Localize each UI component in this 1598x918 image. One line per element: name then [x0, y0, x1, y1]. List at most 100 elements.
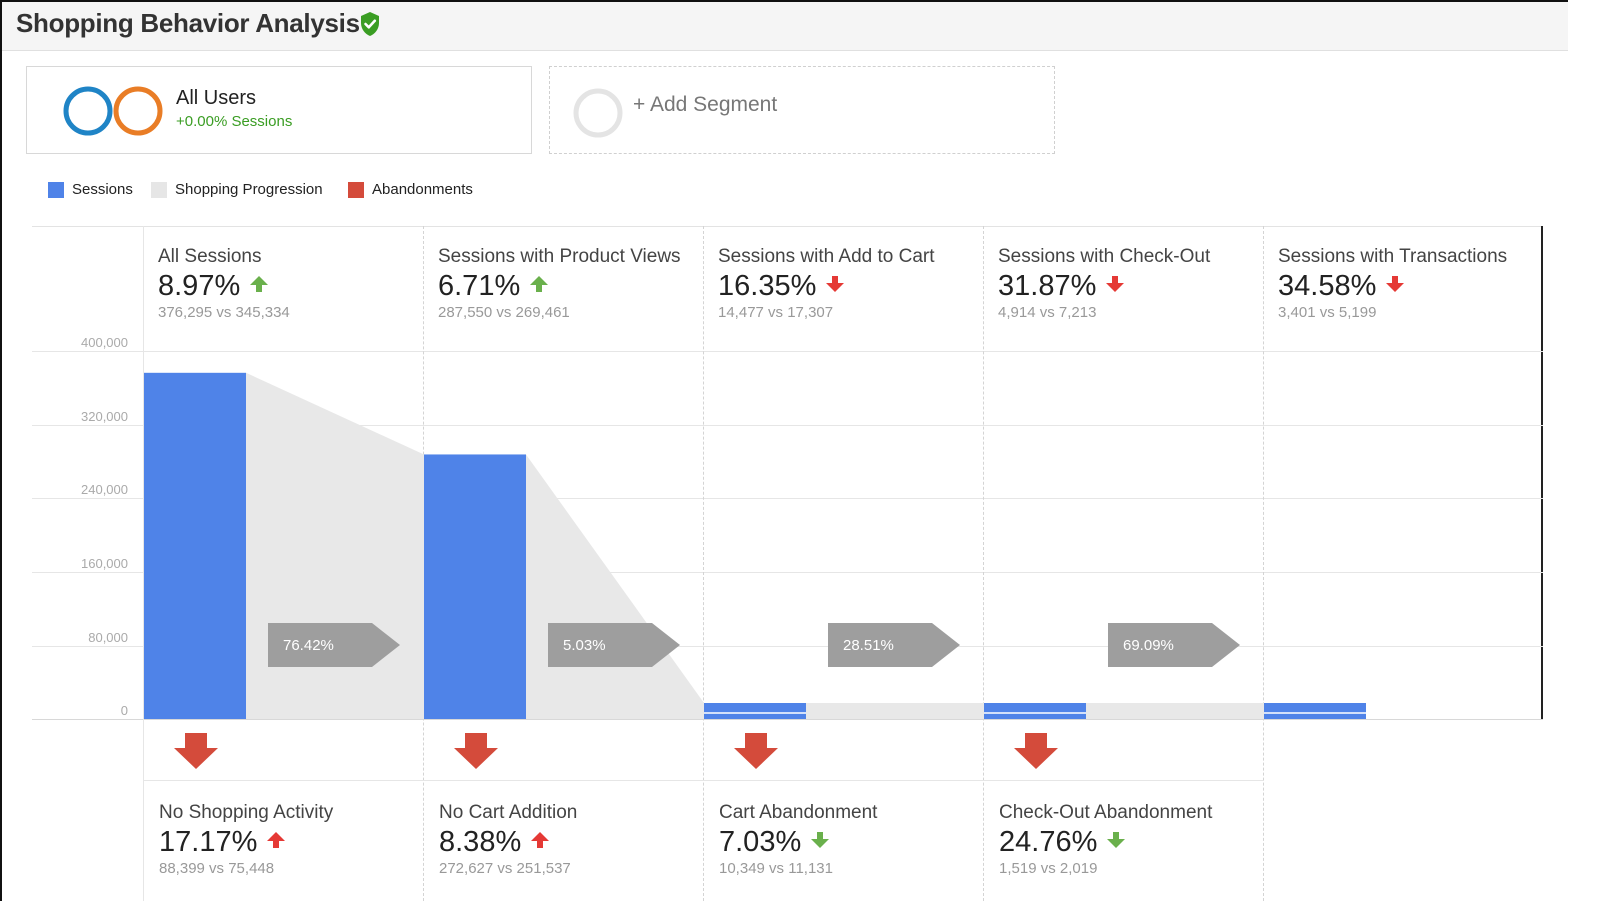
- chart-right-border: [1541, 226, 1543, 720]
- arrow-down-icon: [825, 275, 845, 298]
- abandon-pct-change: 8.38%: [439, 826, 522, 858]
- stage-name: Sessions with Product Views: [438, 246, 681, 267]
- chart-top-border: [32, 226, 1543, 227]
- abandon-name: No Cart Addition: [439, 802, 578, 823]
- stage-add-to-cart[interactable]: Sessions with Add to Cart 16.35% 14,477 …: [718, 246, 935, 321]
- stage-pct-change: 6.71%: [438, 270, 521, 302]
- arrow-down-icon: [1385, 275, 1405, 298]
- gridline: [32, 498, 1543, 499]
- conversion-rate-shape: [268, 623, 400, 667]
- column-divider: [1263, 226, 1264, 901]
- stage-pct-change: 8.97%: [158, 270, 241, 302]
- stage-check-out[interactable]: Sessions with Check-Out 31.87% 4,914 vs …: [998, 246, 1210, 321]
- legend-swatch: [48, 181, 64, 198]
- conversion-rate-badge: 69.09%: [1108, 623, 1240, 667]
- progression-area: [526, 454, 704, 719]
- abandon-compare: 272,627 vs 251,537: [439, 860, 571, 877]
- legend-abandonments: Abandonments: [348, 181, 473, 198]
- stage-compare: 14,477 vs 17,307: [718, 304, 834, 321]
- column-divider: [983, 226, 984, 901]
- conversion-rate-label: 5.03%: [563, 637, 606, 654]
- segment-sessions-change: +0.00% Sessions: [176, 113, 293, 130]
- stage-pct-change: 34.58%: [1278, 270, 1377, 302]
- conversion-rate-badge: 28.51%: [828, 623, 960, 667]
- stage-compare: 376,295 vs 345,334: [158, 304, 290, 321]
- window-frame: [0, 0, 1568, 901]
- conversion-rate-shape: [828, 623, 960, 667]
- y-tick-label: 160,000: [81, 556, 128, 571]
- stage-compare: 3,401 vs 5,199: [1278, 304, 1377, 321]
- abandonment-divider: [144, 780, 1263, 781]
- legend-swatch: [151, 181, 167, 198]
- progression-area: [1086, 703, 1264, 719]
- legend-shopping-progression: Shopping Progression: [151, 181, 323, 198]
- abandon-pct-change: 24.76%: [999, 826, 1098, 858]
- stage-name: Sessions with Transactions: [1278, 246, 1508, 267]
- arrow-down-icon: [810, 831, 830, 854]
- abandon-no-cart-addition[interactable]: No Cart Addition 8.38% 272,627 vs 251,53…: [439, 802, 577, 877]
- stage-product-views[interactable]: Sessions with Product Views 6.71% 287,55…: [438, 246, 681, 321]
- abandon-pct-change: 17.17%: [159, 826, 258, 858]
- abandon-name: Cart Abandonment: [719, 802, 878, 823]
- legend-label: Sessions: [72, 181, 133, 198]
- gridline: [32, 646, 1543, 647]
- gridline: [32, 425, 1543, 426]
- stage-compare: 287,550 vs 269,461: [438, 304, 570, 321]
- conversion-rate-badge: 5.03%: [548, 623, 680, 667]
- segment-all-users[interactable]: All Users +0.00% Sessions: [26, 66, 532, 154]
- stage-all-sessions[interactable]: All Sessions 8.97% 376,295 vs 345,334: [158, 246, 290, 321]
- y-tick-label: 80,000: [88, 630, 128, 645]
- y-tick-label: 400,000: [81, 335, 128, 350]
- y-tick-label: 320,000: [81, 409, 128, 424]
- sessions-bar[interactable]: [984, 703, 1086, 719]
- sessions-bar[interactable]: [704, 703, 806, 719]
- arrow-up-icon: [249, 275, 269, 298]
- arrow-up-icon: [530, 831, 550, 854]
- segment-name: All Users: [176, 87, 257, 109]
- abandon-cart-abandonment[interactable]: Cart Abandonment 7.03% 10,349 vs 11,131: [719, 802, 877, 877]
- conversion-rate-badge: 76.42%: [268, 623, 400, 667]
- sessions-bar[interactable]: [1264, 703, 1366, 719]
- abandonment-arrow-icon: [174, 733, 218, 769]
- abandon-name: No Shopping Activity: [159, 802, 334, 823]
- sessions-bar[interactable]: [144, 372, 246, 719]
- arrow-up-icon: [266, 831, 286, 854]
- abandon-compare: 10,349 vs 11,131: [719, 860, 833, 877]
- gridline: [32, 572, 1543, 573]
- abandon-compare: 88,399 vs 75,448: [159, 860, 275, 877]
- conversion-rate-shape: [548, 623, 680, 667]
- abandonment-arrow-icon: [454, 733, 498, 769]
- abandonment-arrow-icon: [1014, 733, 1058, 769]
- add-segment-label: + Add Segment: [633, 93, 778, 116]
- stage-transactions[interactable]: Sessions with Transactions 34.58% 3,401 …: [1278, 246, 1507, 321]
- y-tick-label: 0: [120, 703, 128, 718]
- abandon-compare: 1,519 vs 2,019: [999, 860, 1098, 877]
- stage-pct-change: 31.87%: [998, 270, 1097, 302]
- abandonment-arrow-icon: [734, 733, 778, 769]
- abandon-check-out-abandonment[interactable]: Check-Out Abandonment 24.76% 1,519 vs 2,…: [999, 802, 1212, 877]
- stage-pct-change: 16.35%: [718, 270, 817, 302]
- arrow-up-icon: [529, 275, 549, 298]
- abandon-name: Check-Out Abandonment: [999, 802, 1213, 823]
- sessions-bar[interactable]: [424, 454, 526, 719]
- conversion-rate-shape: [1108, 623, 1240, 667]
- arrow-down-icon: [1105, 275, 1125, 298]
- legend-sessions: Sessions: [48, 181, 133, 198]
- abandon-no-shopping-activity[interactable]: No Shopping Activity 17.17% 88,399 vs 75…: [159, 802, 333, 877]
- column-divider: [143, 226, 144, 901]
- stage-name: Sessions with Add to Cart: [718, 246, 935, 267]
- progression-area: [806, 703, 984, 719]
- legend-swatch: [348, 181, 364, 198]
- stage-name: Sessions with Check-Out: [998, 246, 1211, 267]
- page-title: Shopping Behavior Analysis: [16, 8, 360, 38]
- baseline: [32, 719, 1543, 720]
- add-segment-button[interactable]: + Add Segment: [549, 66, 1055, 154]
- conversion-rate-label: 76.42%: [283, 637, 334, 654]
- shield-check-icon: [359, 11, 381, 42]
- y-tick-label: 240,000: [81, 482, 128, 497]
- progression-area: [246, 372, 424, 719]
- conversion-rate-label: 69.09%: [1123, 637, 1174, 654]
- stage-compare: 4,914 vs 7,213: [998, 304, 1097, 321]
- column-divider: [703, 226, 704, 901]
